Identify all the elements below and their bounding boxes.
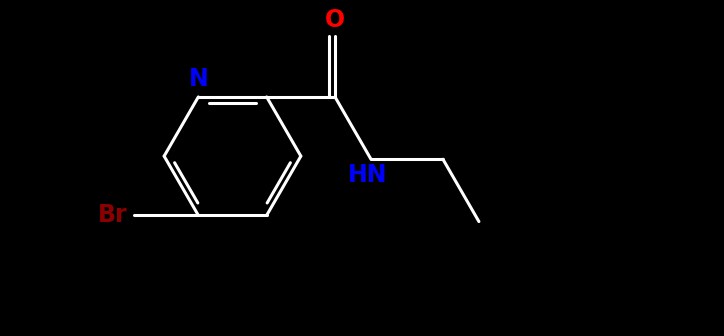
Text: Br: Br [98,203,128,227]
Text: N: N [188,67,209,91]
Text: O: O [325,8,345,32]
Text: HN: HN [348,163,387,187]
